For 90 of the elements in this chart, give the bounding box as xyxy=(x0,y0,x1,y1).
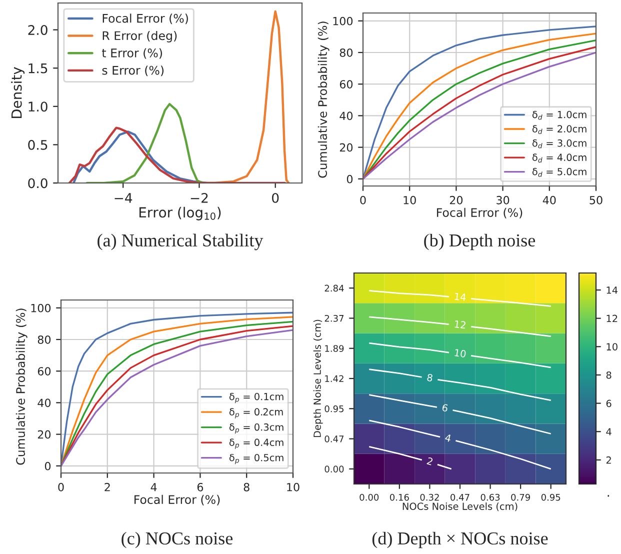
x-tick-label: 6 xyxy=(197,482,204,492)
annotation: 10 xyxy=(454,348,466,358)
annotation: 14 xyxy=(454,292,466,301)
x-tick-label: 10 xyxy=(287,482,300,492)
x-tick-label: 40 xyxy=(542,196,556,204)
y-tick-label: 80 xyxy=(340,48,353,57)
y-tick-label: 20 xyxy=(38,430,51,439)
y-tick-label: 80 xyxy=(38,335,51,344)
x-tick-label: 0.47 xyxy=(450,494,470,501)
legend-label: δ$_{d}$ = 2.0cm xyxy=(532,125,586,134)
y-tick-label: 40 xyxy=(340,112,353,120)
color-bar-label: 14 xyxy=(606,286,618,294)
legend-label: t Error (%) xyxy=(102,48,162,59)
annotation: 2 xyxy=(426,457,434,466)
text: . xyxy=(608,495,610,497)
y-tick-label: 0.5 xyxy=(28,140,48,150)
y-tick-label: 60 xyxy=(38,367,51,376)
text: (c) NOCs noise xyxy=(122,532,233,548)
x-tick-label: 0.00 xyxy=(360,494,379,501)
legend-label: δ$_{p}$ = 0.3cm xyxy=(229,423,284,434)
legend-label: s Error (%) xyxy=(102,66,164,76)
y-tick-label: 0.47 xyxy=(324,436,344,442)
text: (a) Numerical Stability xyxy=(98,234,264,250)
x-tick-label: 20 xyxy=(450,196,463,204)
y-tick-label: 0.0 xyxy=(28,178,48,188)
x-tick-label: 4 xyxy=(150,483,157,492)
y-axis-title: Depth Noise Levels (cm) xyxy=(313,320,323,438)
y-axis-title: Cumulative Probability (%) xyxy=(318,22,330,178)
y-tick-label: 100 xyxy=(333,16,353,26)
legend-label: δ$_{d}$ = 4.0cm xyxy=(532,154,586,163)
x-tick-label: 8 xyxy=(244,482,250,492)
annotation: 12 xyxy=(454,320,466,329)
y-tick-label: 1.89 xyxy=(325,345,344,352)
y-tick-label: 20 xyxy=(340,143,353,152)
text: (b) Depth noise xyxy=(424,234,536,250)
x-axis-title: Focal Error (%) xyxy=(134,494,220,506)
y-tick-label: 0 xyxy=(346,174,353,184)
x-tick-label: 30 xyxy=(496,196,510,204)
y-axis-title: Density xyxy=(11,67,25,118)
legend-label: δ$_{p}$ = 0.4cm xyxy=(229,438,284,449)
line-series xyxy=(86,102,204,183)
x-tick-label: 0.16 xyxy=(390,494,409,501)
x-tick-label: 2 xyxy=(104,482,110,492)
x-tick-label: 0 xyxy=(272,192,279,203)
legend-label: δ$_{p}$ = 0.2cm xyxy=(229,408,283,418)
legend-label: δ$_{p}$ = 0.1cm xyxy=(229,392,284,404)
y-tick-label: 2.84 xyxy=(324,284,344,292)
x-tick-label: 0.95 xyxy=(541,494,560,501)
y-tick-label: 2.0 xyxy=(28,25,48,36)
legend-label: R Error (deg) xyxy=(102,30,177,42)
y-tick-label: 60 xyxy=(340,80,353,88)
legend-label: Focal Error (%) xyxy=(102,14,188,24)
line-series xyxy=(68,126,286,183)
x-tick-label: 0.79 xyxy=(511,494,530,501)
x-axis-title: Error (log$_{10}$) xyxy=(139,206,221,220)
x-tick-label: 0.63 xyxy=(480,494,500,501)
y-tick-label: 2.37 xyxy=(324,314,344,322)
annotation: 6 xyxy=(442,404,448,412)
x-tick-label: 0 xyxy=(58,482,64,492)
y-tick-label: 1.5 xyxy=(28,64,48,74)
color-bar-label: 12 xyxy=(606,314,618,322)
annotation: 8 xyxy=(426,374,433,382)
x-tick-label: −4 xyxy=(114,193,132,203)
x-tick-label: −2 xyxy=(190,192,208,203)
annotation: 4 xyxy=(444,434,452,442)
legend-label: δ$_{d}$ = 5.0cm xyxy=(532,168,586,177)
legend-label: δ$_{d}$ = 1.0cm xyxy=(532,110,586,120)
color-bar-label: 6 xyxy=(606,400,612,408)
x-tick-label: 50 xyxy=(590,196,602,204)
line-series xyxy=(72,130,208,183)
y-tick-label: 0.00 xyxy=(324,466,344,472)
x-tick-label: 0.32 xyxy=(420,494,439,501)
y-tick-label: 100 xyxy=(31,304,51,312)
color-bar-label: 10 xyxy=(606,343,618,350)
legend-label: δ$_{d}$ = 3.0cm xyxy=(532,139,586,148)
y-tick-label: 0 xyxy=(44,462,51,470)
y-axis-title: Cumulative Probability (%) xyxy=(16,308,28,465)
x-axis-title: NOCs Noise Levels (cm) xyxy=(402,502,518,512)
legend-label: δ$_{p}$ = 0.5cm xyxy=(229,454,284,464)
y-tick-label: 1.42 xyxy=(325,375,344,382)
color-bar-label: 2 xyxy=(606,456,611,464)
color-bar-label: 4 xyxy=(606,428,612,436)
text: (d) Depth × NOCs noise xyxy=(372,532,548,548)
x-tick-label: 10 xyxy=(404,196,416,204)
y-tick-label: 1.0 xyxy=(28,102,48,112)
color-bar-label: 8 xyxy=(606,371,612,379)
x-tick-label: 0 xyxy=(360,196,366,204)
y-tick-label: 40 xyxy=(38,398,51,408)
y-tick-label: 0.95 xyxy=(324,405,344,412)
x-axis-title: Focal Error (%) xyxy=(437,208,522,218)
